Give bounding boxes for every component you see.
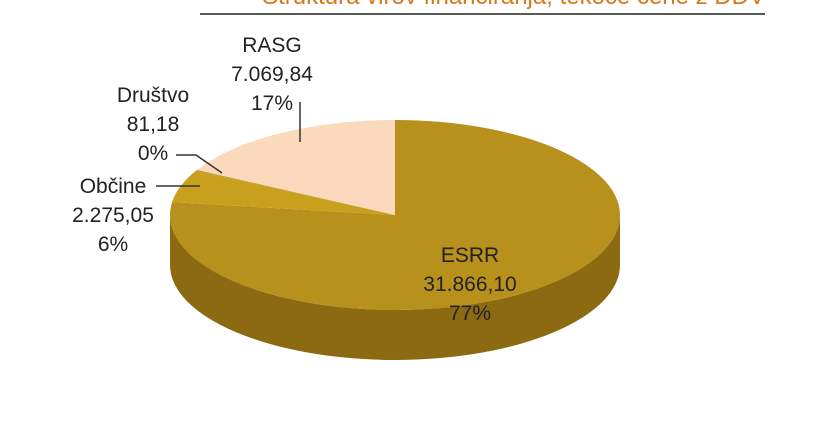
category-label: ESRR [441, 244, 499, 267]
category-label: Občine [80, 175, 147, 198]
pie-slice [197, 120, 395, 215]
pie-slice [170, 120, 621, 310]
category-label: Društvo [117, 84, 189, 107]
value-label: 31.866,10 [423, 273, 516, 296]
pie-side [170, 215, 620, 360]
value-label: 7.069,84 [231, 63, 313, 86]
pie-slice [195, 169, 395, 215]
percentage-label: 77% [449, 302, 491, 325]
leader-line [176, 154, 223, 174]
value-label: 81,18 [127, 113, 180, 136]
chart-title: Struktura virov financiranja, tekoče cen… [262, 0, 765, 10]
category-label: RASG [242, 34, 302, 57]
percentage-label: 6% [98, 233, 128, 256]
value-label: 2.275,05 [72, 204, 154, 227]
pie-slice [172, 170, 395, 215]
pie [170, 120, 621, 360]
percentage-label: 17% [251, 92, 293, 115]
percentage-label: 0% [138, 142, 168, 165]
